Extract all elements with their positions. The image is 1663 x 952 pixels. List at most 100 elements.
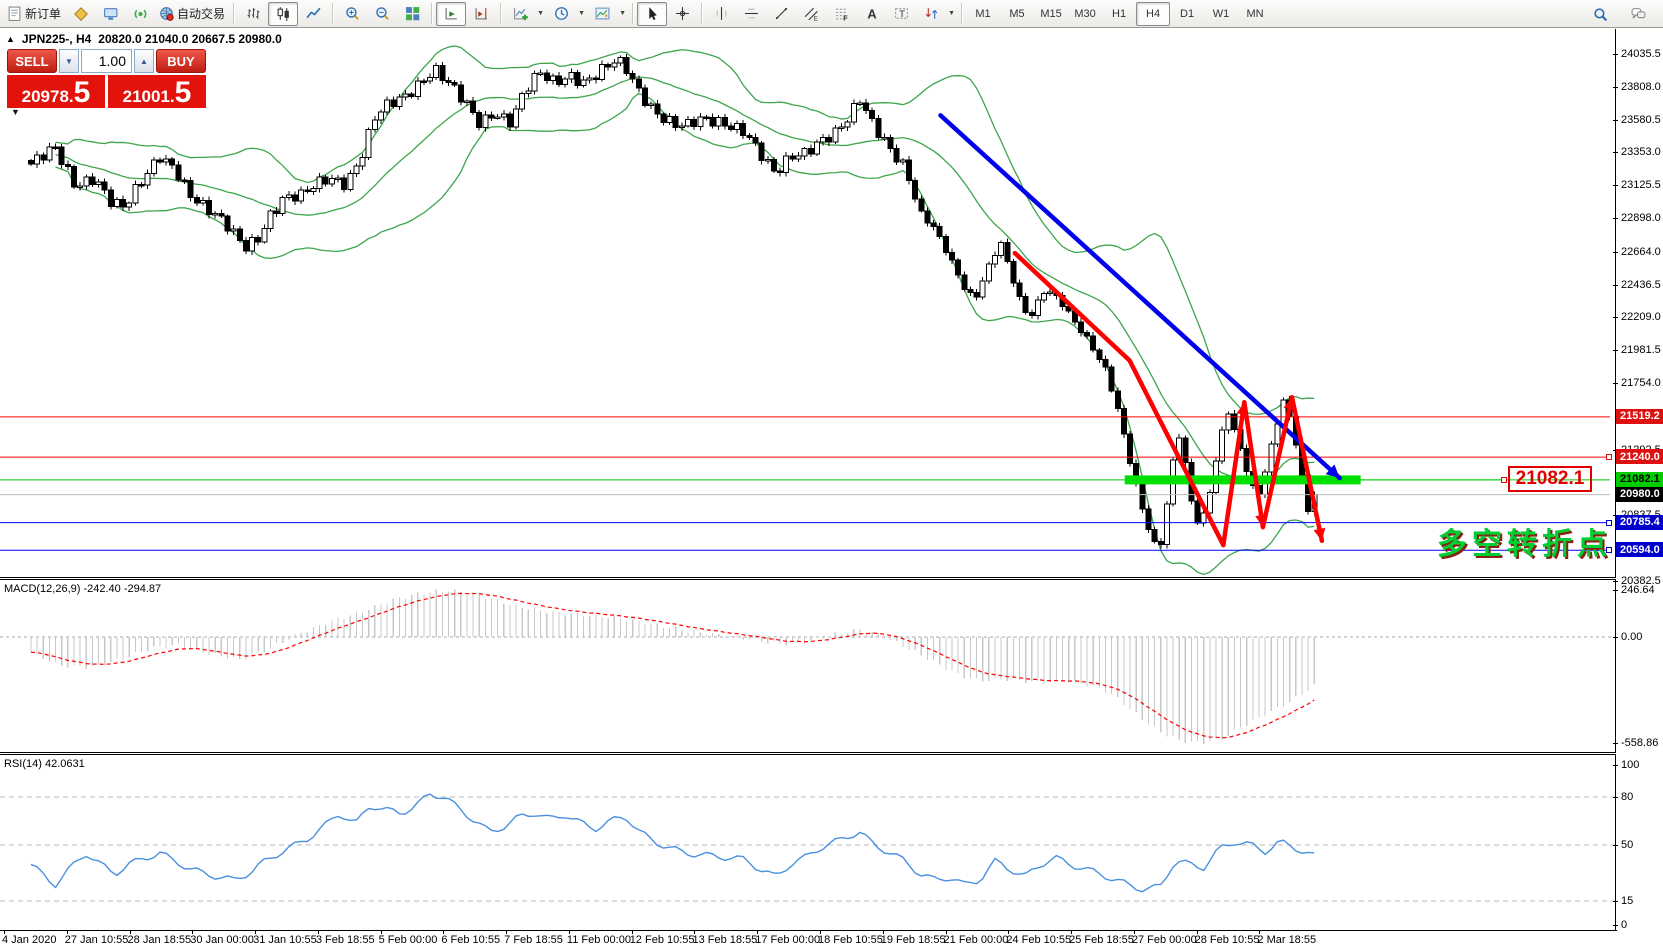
tf-mn-button[interactable]: MN [1238,2,1272,26]
sell-button[interactable]: SELL [7,49,57,73]
toolbar-right-group [1585,2,1653,26]
rsi-pane-separator[interactable] [0,752,1616,755]
zoomin-icon [345,6,360,21]
price-tick-label: 22664.0 [1621,245,1661,258]
svg-text:T: T [899,9,905,20]
periods-button[interactable] [546,2,576,26]
rsi-axis-label: 80 [1621,791,1634,803]
toolbar-separator [961,3,963,24]
indicators-caret-button[interactable]: ▼ [537,10,544,17]
bar-chart-button[interactable] [238,2,268,26]
chart-shift-button[interactable] [466,2,496,26]
trendline-button[interactable] [766,2,796,26]
toolbar-separator [701,3,703,24]
candles-icon [276,6,291,21]
text-label-button[interactable]: T [886,2,916,26]
hline-icon [744,6,759,21]
price-axis-border [1615,29,1616,930]
templates-caret-button[interactable]: ▼ [619,10,626,17]
new-order-button[interactable]: 新订单 [3,2,65,26]
equidistant-channel-button[interactable]: E [796,2,826,26]
market-icon [73,6,88,21]
date-tick-dash [192,930,194,934]
date-label: 3 Feb 18:55 [315,934,375,946]
horizontal-line-button[interactable] [736,2,766,26]
tf-m1-label: M1 [975,7,991,20]
zoom-out-button[interactable] [367,2,397,26]
periods-caret-button[interactable]: ▼ [578,10,585,17]
rsi-tick-dash [1613,845,1618,846]
tline-icon [774,6,789,21]
red-zigzag-arrows [1221,395,1326,548]
autotrading-button[interactable]: 自动交易 [155,2,229,26]
hosting-button[interactable] [95,2,125,26]
zoom-in-button[interactable] [337,2,367,26]
line-end-marker[interactable] [1501,476,1507,483]
indicators-icon [513,6,528,21]
sell-price-button[interactable]: 20978 . 5 [7,75,105,108]
tf-h1-button[interactable]: H1 [1102,2,1136,26]
macd-histogram [30,589,1315,745]
date-tick-dash [820,930,821,934]
templates-button[interactable] [587,2,617,26]
auto-scroll-button[interactable] [436,1,467,26]
indicators-button[interactable] [505,2,535,26]
price-tick-label: 23580.5 [1621,113,1661,126]
macd-pane-separator[interactable] [0,577,1616,580]
crosshair-button[interactable] [667,2,697,26]
chat-button[interactable] [1623,2,1653,26]
price-tick-dash [1613,515,1618,517]
signals-icon [133,6,148,21]
main-chart-canvas[interactable] [0,29,1616,578]
market-button[interactable] [65,2,95,26]
price-tick-label: 24035.5 [1621,48,1661,60]
tf-m1-button[interactable]: M1 [966,2,1000,26]
macd-pane-canvas[interactable] [0,580,1616,752]
svg-text:E: E [813,15,817,21]
toolbar-separator [500,3,502,24]
tf-h4-button[interactable]: H4 [1136,1,1171,26]
line-chart-button[interactable] [298,2,328,26]
signals-button[interactable] [125,2,155,26]
tf-m30-button[interactable]: M30 [1068,2,1102,26]
tile-windows-button[interactable] [397,2,427,26]
cursor-button[interactable] [637,1,668,26]
price-badge-21519.2: 21519.2 [1616,408,1663,424]
fibonacci-button[interactable]: F [826,2,856,26]
date-tick-dash [1008,930,1010,934]
tf-w1-button[interactable]: W1 [1204,2,1238,26]
channel-icon: E [804,6,819,21]
line-end-marker[interactable] [1606,519,1612,526]
date-label: 25 Feb 18:55 [1069,934,1134,946]
tf-d1-button[interactable]: D1 [1170,2,1204,26]
tf-w1-label: W1 [1212,7,1230,20]
turning-point-annotation[interactable]: 多空转折点 [1437,528,1612,561]
shift-icon [474,6,489,21]
volume-input[interactable] [81,49,132,73]
macd-tick-dash [1613,590,1618,592]
line-end-marker[interactable] [1606,547,1612,554]
collapse-marker-icon[interactable]: ▲ [6,34,15,44]
volume-decrease-button[interactable]: ▼ [59,49,79,73]
arrows-button[interactable] [916,2,946,26]
sell-price-dot: . [68,86,74,106]
date-label: 17 Feb 00:00 [755,934,821,946]
tf-m5-button[interactable]: M5 [1000,2,1034,26]
arrows-caret-button[interactable]: ▼ [948,10,955,17]
buy-price-button[interactable]: 21001 . 5 [108,75,206,108]
search-button[interactable] [1585,2,1615,26]
text-button[interactable]: A [856,2,886,26]
candlestick-chart-button[interactable] [268,1,299,26]
price-callout-label[interactable]: 21082.1 [1508,466,1592,492]
label-icon: T [894,6,909,21]
panel-collapse-arrow[interactable]: ▼ [11,107,20,117]
volume-increase-button[interactable]: ▲ [134,49,154,73]
tf-m15-button[interactable]: M15 [1034,2,1068,26]
vertical-line-button[interactable] [706,2,736,26]
buy-button[interactable]: BUY [156,49,206,73]
line-end-marker[interactable] [1606,454,1612,461]
date-tick-dash [757,930,759,934]
zoomout-icon [375,6,390,21]
rsi-pane-canvas[interactable] [0,755,1616,929]
blue-trendline [938,113,1342,481]
